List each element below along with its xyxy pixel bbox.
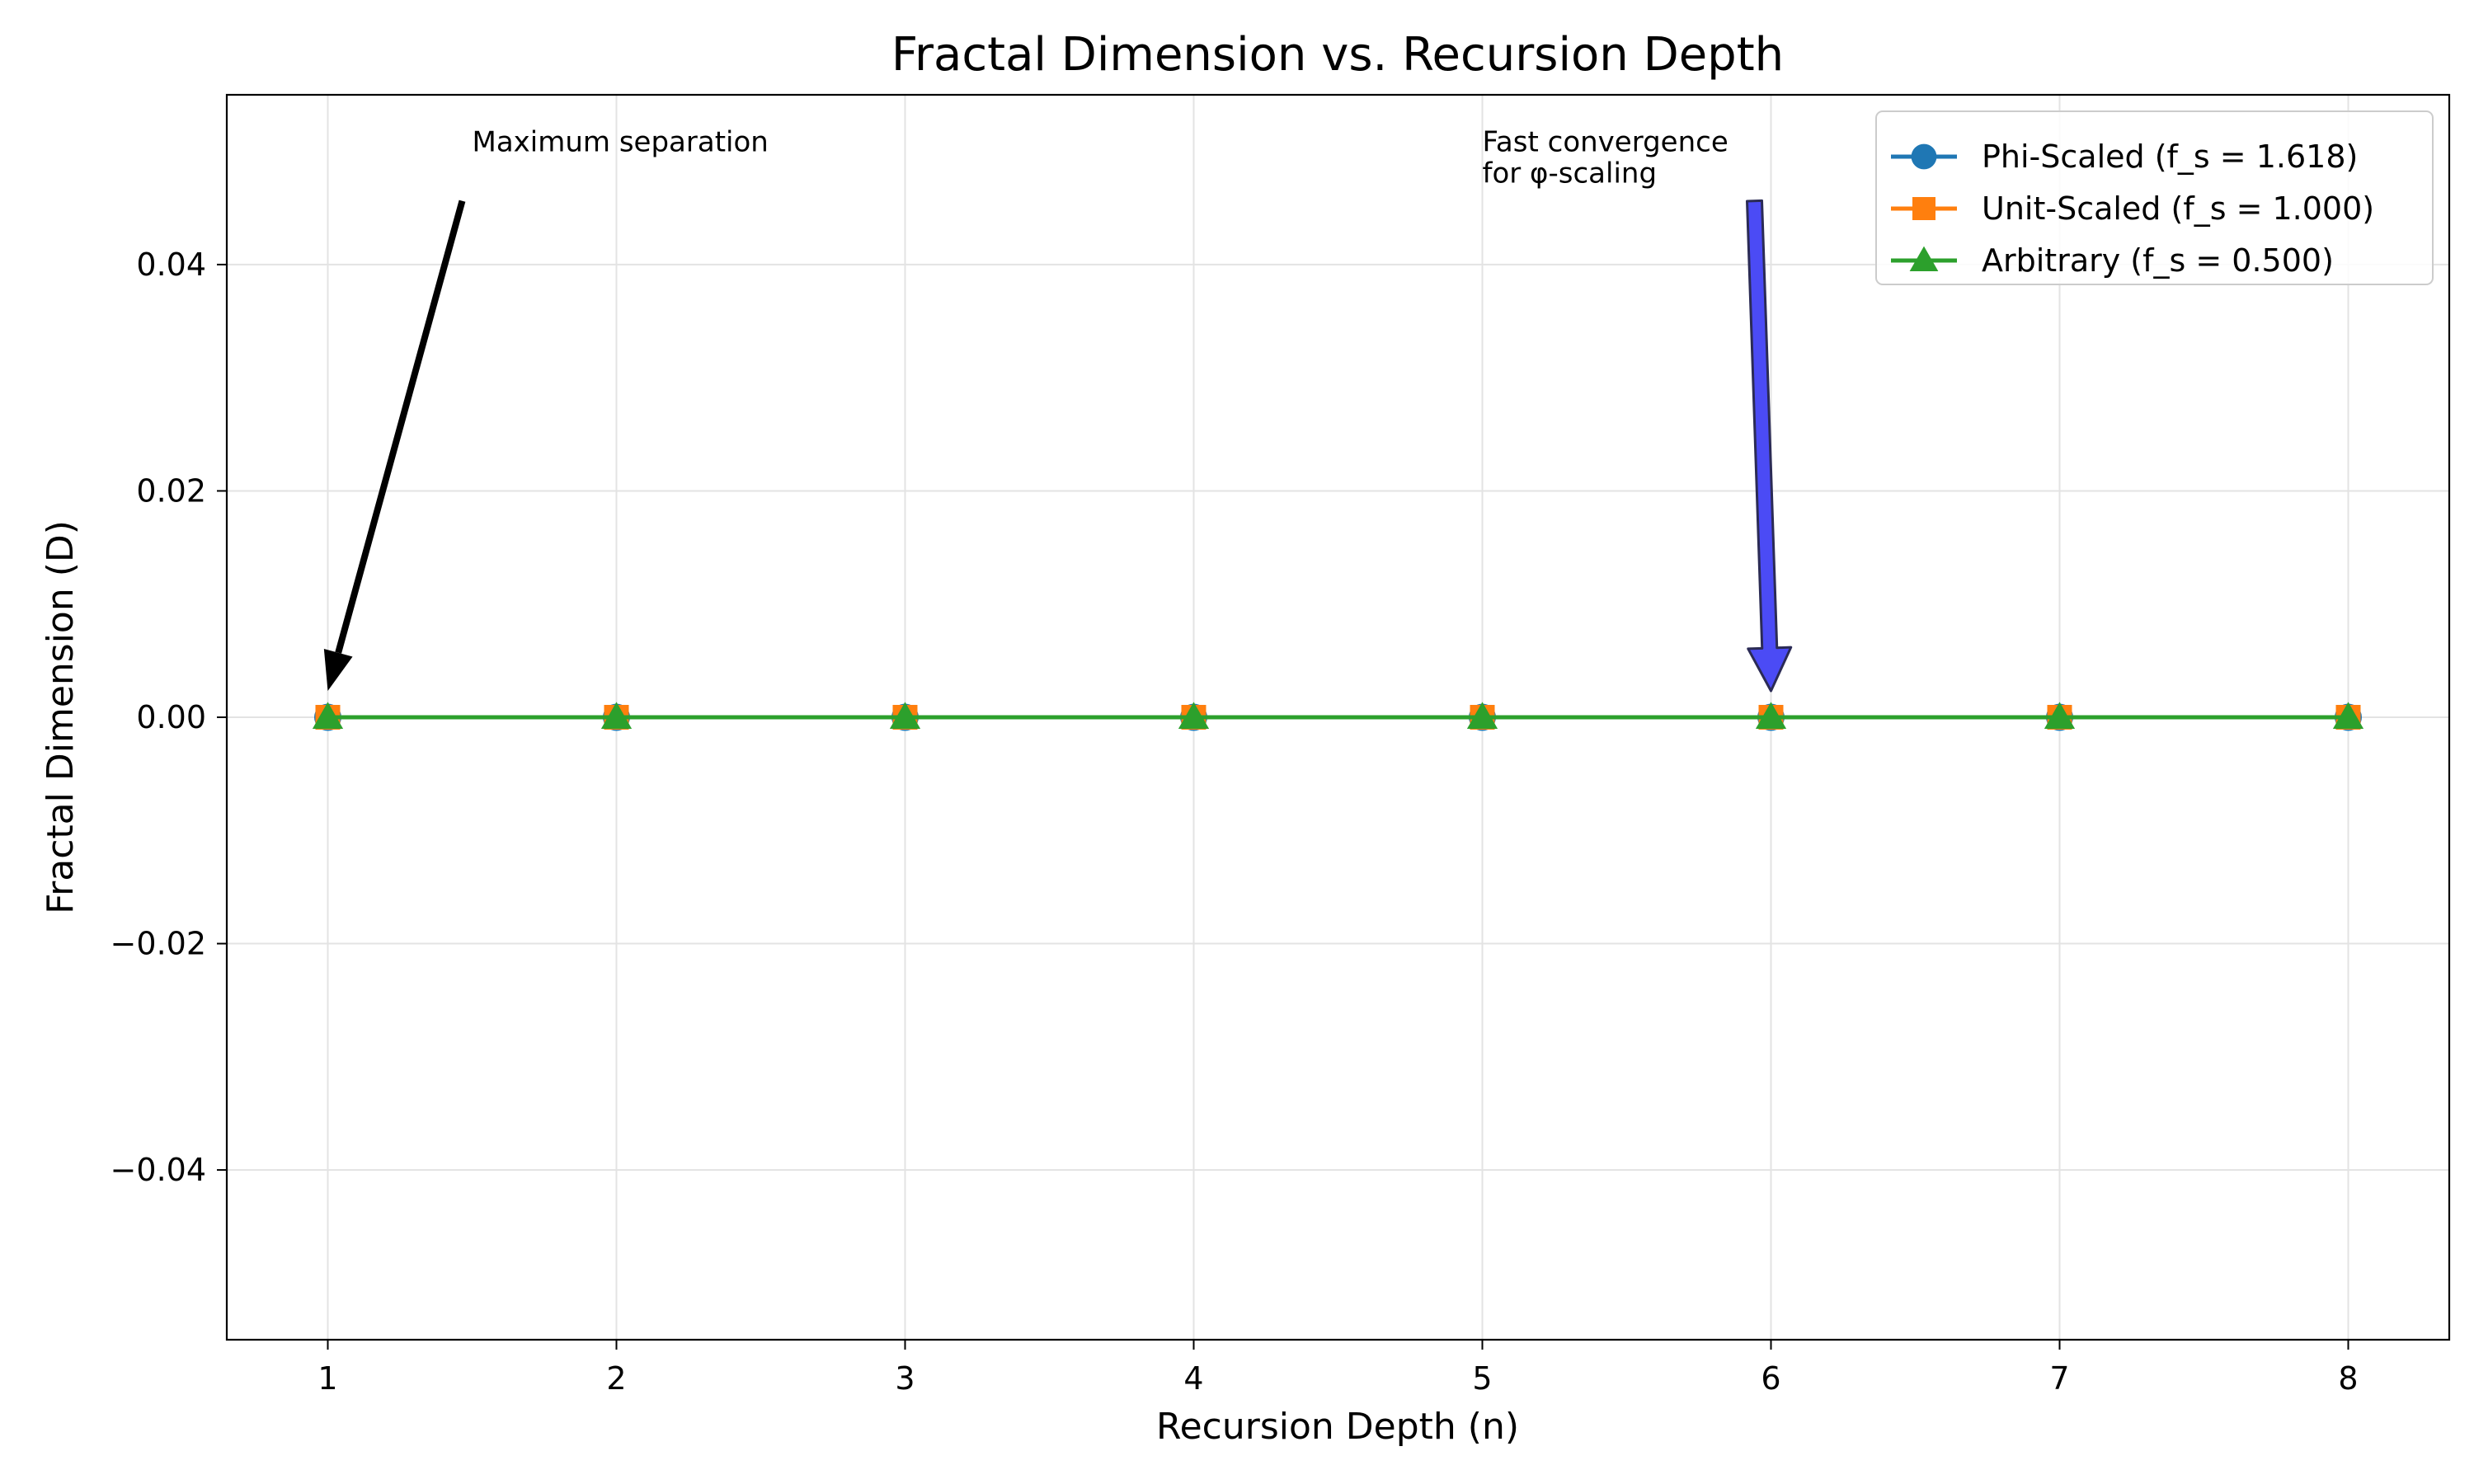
legend-entry-2: Unit-Scaled (f_s = 1.000) bbox=[1891, 190, 2374, 227]
legend-label: Unit-Scaled (f_s = 1.000) bbox=[1982, 190, 2374, 227]
x-tick-label: 2 bbox=[606, 1360, 626, 1397]
x-tick-label: 1 bbox=[317, 1360, 337, 1397]
x-axis-label: Recursion Depth (n) bbox=[1156, 1406, 1519, 1448]
annotation-arrow bbox=[1746, 199, 1793, 693]
x-tick-label: 7 bbox=[2049, 1360, 2069, 1397]
data-point-triangle bbox=[600, 702, 633, 729]
annotation-text: Maximum separation bbox=[473, 126, 769, 159]
y-tick-label: −0.04 bbox=[111, 1152, 206, 1188]
ticks-layer: 1 2 3 4 5 6 7 8 −0.04 −0.02 0.00 0.02 0.04 bbox=[111, 247, 2359, 1397]
data-point-triangle bbox=[889, 702, 921, 729]
data-point-triangle bbox=[1178, 702, 1210, 729]
data-point-triangle bbox=[312, 702, 344, 729]
legend: Phi-Scaled (f_s = 1.618) Unit-Scaled (f_s… bbox=[1875, 110, 2434, 285]
x-tick-label: 4 bbox=[1183, 1360, 1203, 1397]
series-3 bbox=[312, 702, 2364, 729]
y-tick-label: −0.02 bbox=[111, 926, 206, 962]
data-point-triangle bbox=[2332, 702, 2364, 729]
chart-title: Fractal Dimension vs. Recursion Depth bbox=[891, 28, 1784, 82]
x-tick-label: 6 bbox=[1761, 1360, 1780, 1397]
annotation-arrow-head bbox=[323, 648, 353, 691]
series-layer bbox=[312, 702, 2364, 731]
legend-label: Phi-Scaled (f_s = 1.618) bbox=[1982, 139, 2358, 175]
annotation-arrow-shaft bbox=[335, 200, 466, 654]
x-tick-label: 5 bbox=[1472, 1360, 1492, 1397]
annotation-text: Fast convergence bbox=[1483, 126, 1729, 159]
data-point-triangle bbox=[1755, 702, 1787, 729]
legend-entry-1: Phi-Scaled (f_s = 1.618) bbox=[1891, 139, 2358, 175]
legend-marker-square bbox=[1912, 197, 1935, 220]
y-tick-label: 0.04 bbox=[136, 247, 206, 283]
y-tick-label: 0.02 bbox=[136, 472, 206, 509]
y-axis-label: Fractal Dimension (D) bbox=[40, 520, 82, 914]
legend-box bbox=[1875, 110, 2434, 285]
annotation-1: Maximum separation bbox=[323, 126, 769, 691]
x-tick-label: 3 bbox=[895, 1360, 915, 1397]
data-point-triangle bbox=[2044, 702, 2076, 729]
legend-marker-circle bbox=[1911, 143, 1937, 170]
y-tick-label: 0.00 bbox=[136, 699, 206, 735]
legend-marker-triangle bbox=[1909, 246, 1939, 272]
annotation-text: for φ-scaling bbox=[1483, 157, 1658, 190]
data-point-triangle bbox=[1466, 702, 1498, 729]
x-tick-label: 8 bbox=[2338, 1360, 2358, 1397]
legend-entry-3: Arbitrary (f_s = 0.500) bbox=[1891, 242, 2334, 279]
legend-label: Arbitrary (f_s = 0.500) bbox=[1982, 242, 2334, 279]
